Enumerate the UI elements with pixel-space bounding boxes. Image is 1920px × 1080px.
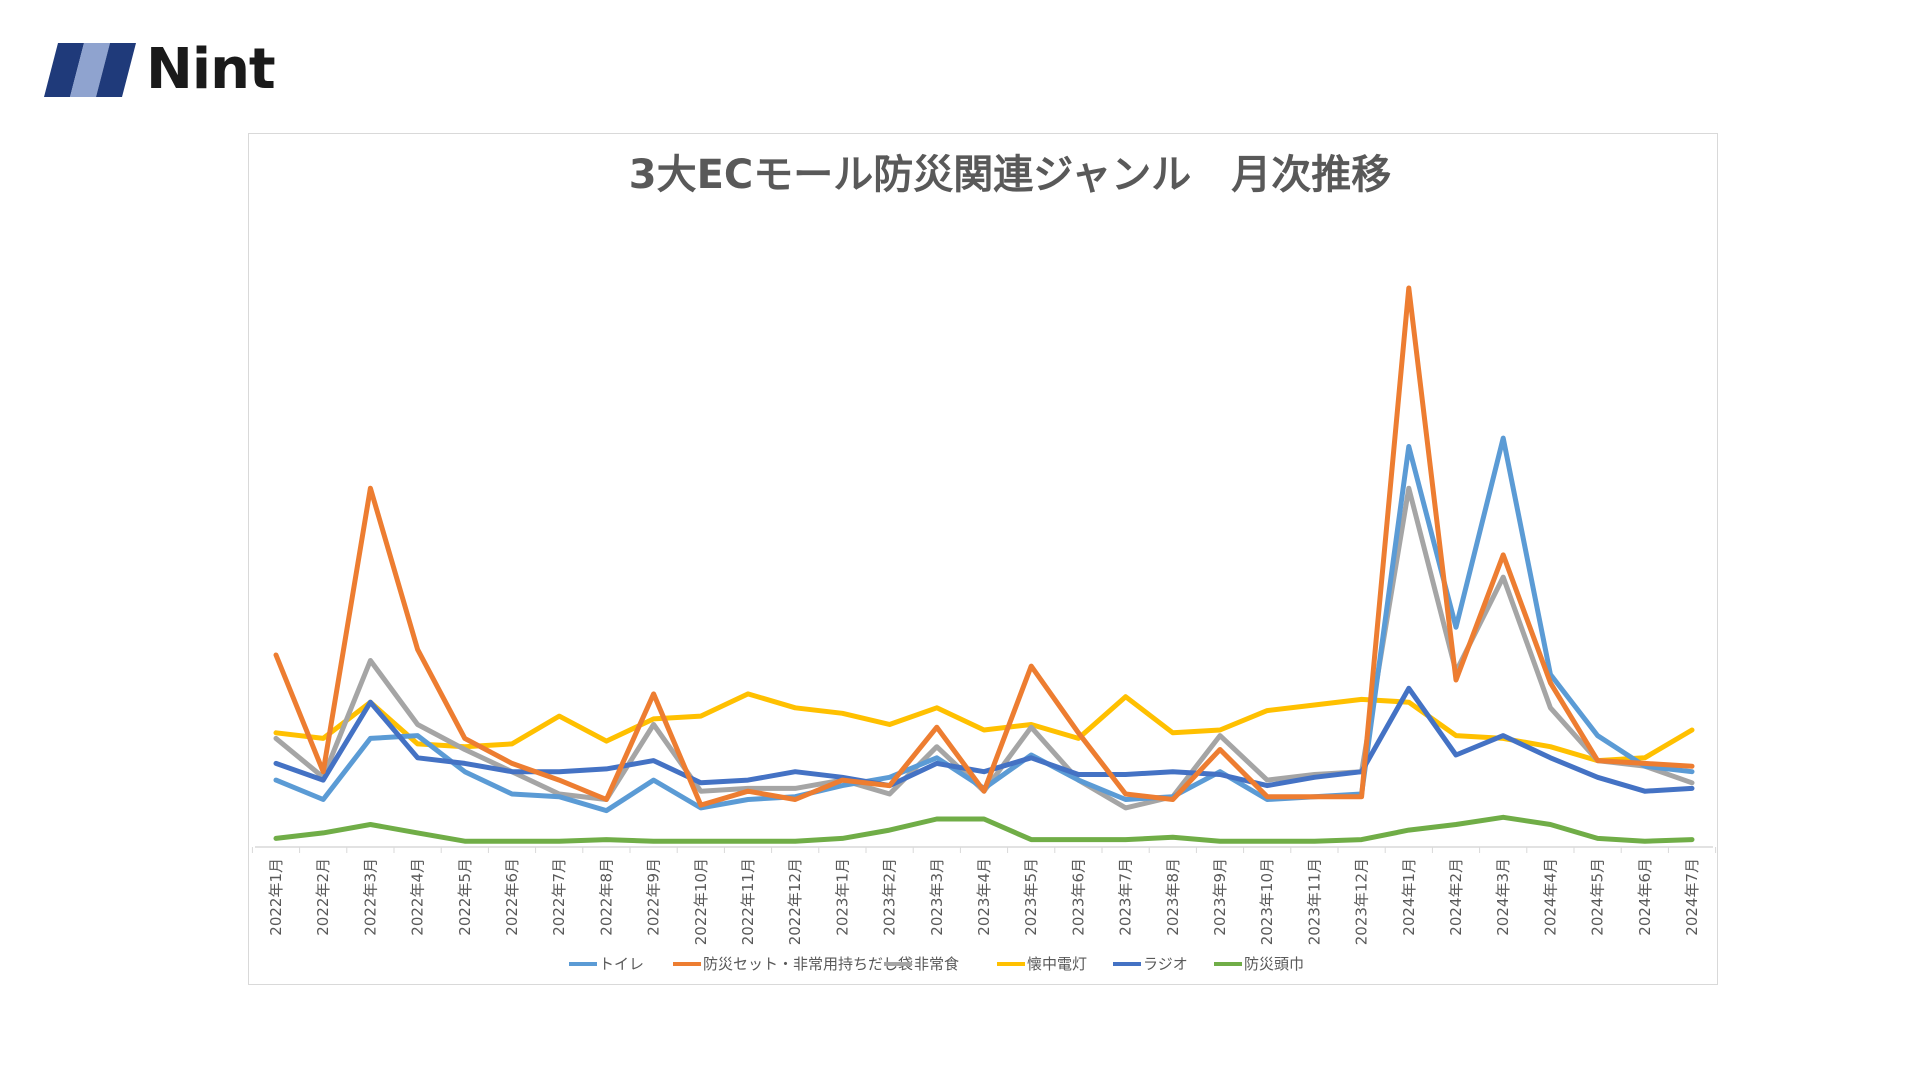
brand-name: Nint: [146, 37, 276, 102]
x-tick-label: 2023年7月: [1117, 858, 1135, 936]
brand-logo: Nint: [44, 40, 294, 100]
x-tick-label: 2023年9月: [1211, 858, 1229, 936]
legend-label: 防災頭巾: [1244, 955, 1304, 973]
chart-title: 3大ECモール防災関連ジャンル 月次推移: [629, 152, 1392, 198]
series-line-5: [273, 685, 1695, 794]
x-tick-label: 2023年3月: [928, 858, 946, 936]
x-tick-label: 2023年4月: [975, 858, 993, 936]
x-tick-label: 2023年5月: [1022, 858, 1040, 936]
series-line-4: [273, 691, 1695, 764]
x-tick-labels: 2022年1月 2022年2月 2022年3月 2022年4月 2022年5月 2022年…: [267, 858, 1701, 945]
x-axis: [251, 846, 1717, 853]
x-tick-label: 2022年9月: [645, 858, 663, 936]
x-tick-label: 2022年12月: [786, 858, 804, 945]
line-chart: 3大ECモール防災関連ジャンル 月次推移 2022年1月 2022年2月 2022年…: [251, 152, 1717, 973]
x-tick-label: 2023年10月: [1258, 858, 1276, 945]
x-tick-label: 2023年8月: [1164, 858, 1182, 936]
chart-container: 3大ECモール防災関連ジャンル 月次推移 2022年1月 2022年2月 2022年…: [248, 133, 1718, 985]
x-tick-label: 2022年11月: [739, 858, 757, 945]
x-tick-label: 2024年3月: [1494, 858, 1512, 936]
x-tick-label: 2024年6月: [1636, 858, 1654, 936]
x-tick-label: 2023年2月: [881, 858, 899, 936]
series-line-6: [273, 814, 1695, 844]
legend-label: 非常食: [914, 955, 959, 973]
x-tick-label: 2022年3月: [361, 858, 379, 936]
legend-label: 懐中電灯: [1027, 955, 1087, 973]
x-tick-label: 2023年11月: [1305, 858, 1323, 945]
series-line-2: [273, 285, 1695, 808]
x-tick-label: 2024年2月: [1447, 858, 1465, 936]
legend-label: トイレ: [599, 955, 644, 973]
x-tick-label: 2024年4月: [1541, 858, 1559, 936]
x-tick-label: 2022年10月: [692, 858, 710, 945]
series-lines: [273, 285, 1695, 844]
x-tick-label: 2023年1月: [833, 858, 851, 936]
x-tick-label: 2024年5月: [1589, 858, 1607, 936]
legend: トイレ 防災セット・非常用持ちだし袋 非常食 懐中電灯 ラジオ 防災頭巾: [569, 955, 1304, 973]
x-tick-label: 2024年1月: [1400, 858, 1418, 936]
legend-label: 防災セット・非常用持ちだし袋: [703, 955, 913, 973]
x-tick-label: 2022年6月: [503, 858, 521, 936]
x-tick-label: 2022年5月: [456, 858, 474, 936]
legend-label: ラジオ: [1143, 955, 1188, 973]
x-tick-label: 2022年4月: [409, 858, 427, 936]
x-tick-label: 2022年2月: [314, 858, 332, 936]
x-tick-label: 2023年12月: [1353, 858, 1371, 945]
x-tick-label: 2022年8月: [597, 858, 615, 936]
x-tick-label: 2024年7月: [1683, 858, 1701, 936]
x-tick-label: 2022年7月: [550, 858, 568, 936]
nint-logo-mark-icon: [44, 43, 136, 97]
x-tick-label: 2022年1月: [267, 858, 285, 936]
x-tick-label: 2023年6月: [1069, 858, 1087, 936]
